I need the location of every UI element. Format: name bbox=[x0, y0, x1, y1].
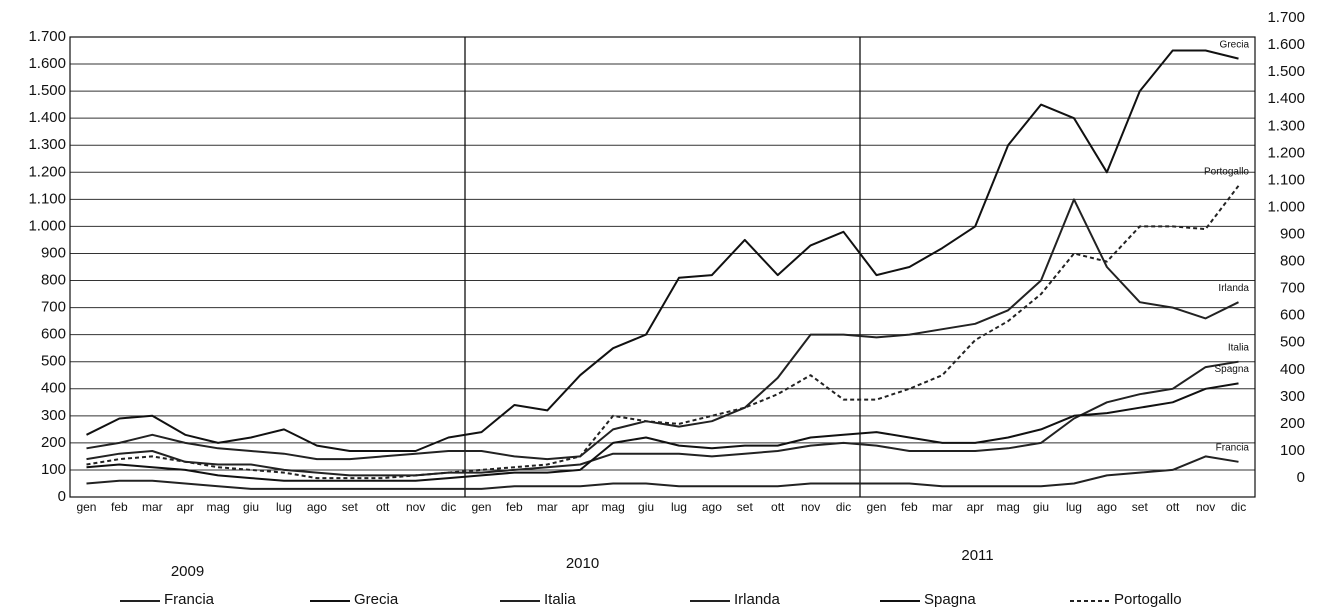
x-tick-label: apr bbox=[177, 500, 194, 514]
y2-tick-label: 1.000 bbox=[1267, 198, 1305, 215]
x-tick-label: ott bbox=[771, 500, 785, 514]
x-tick-label: giu bbox=[638, 500, 654, 514]
x-tick-label: dic bbox=[1231, 500, 1246, 514]
y-tick-label: 1.200 bbox=[28, 163, 66, 180]
y2-tick-label: 200 bbox=[1280, 415, 1305, 432]
series-line bbox=[86, 360, 1239, 477]
x-tick-label: gen bbox=[471, 500, 491, 514]
x-tick-label: set bbox=[1132, 500, 1149, 514]
series-inline-label: Francia bbox=[1216, 442, 1250, 453]
y-tick-label: 500 bbox=[41, 353, 66, 370]
y-tick-label: 100 bbox=[41, 461, 66, 478]
y2-tick-label: 300 bbox=[1280, 388, 1305, 405]
y2-tick-label: 500 bbox=[1280, 334, 1305, 351]
x-tick-label: feb bbox=[901, 500, 918, 514]
x-tick-label: set bbox=[737, 500, 754, 514]
series-line bbox=[86, 382, 1239, 482]
y-tick-label: 1.400 bbox=[28, 109, 66, 126]
y2-tick-label: 1.300 bbox=[1267, 117, 1305, 134]
series-inline-label: Italia bbox=[1228, 342, 1250, 353]
x-tick-label: ott bbox=[1166, 500, 1180, 514]
year-label: 2010 bbox=[566, 555, 599, 572]
x-tick-label: set bbox=[342, 500, 359, 514]
y2-tick-label: 0 bbox=[1297, 469, 1305, 486]
y-tick-label: 200 bbox=[41, 434, 66, 451]
x-tick-label: feb bbox=[506, 500, 523, 514]
series-inline-label: Portogallo bbox=[1204, 166, 1249, 177]
x-tick-label: nov bbox=[801, 500, 820, 514]
x-tick-label: lug bbox=[671, 500, 687, 514]
y2-tick-label: 900 bbox=[1280, 225, 1305, 242]
y2-tick-label: 1.400 bbox=[1267, 90, 1305, 107]
plot-frame bbox=[69, 36, 1256, 498]
y2-tick-label: 1.600 bbox=[1267, 36, 1305, 53]
legend-label: Francia bbox=[164, 591, 215, 608]
legend-label: Irlanda bbox=[734, 591, 781, 608]
y-tick-label: 0 bbox=[58, 488, 66, 505]
series-inline-label: Irlanda bbox=[1218, 283, 1249, 294]
y-tick-label: 800 bbox=[41, 271, 66, 288]
y-tick-label: 900 bbox=[41, 244, 66, 261]
y-tick-label: 700 bbox=[41, 299, 66, 316]
legend-label: Portogallo bbox=[1114, 591, 1182, 608]
series-line bbox=[86, 49, 1239, 452]
x-tick-label: gen bbox=[76, 500, 96, 514]
x-tick-label: mar bbox=[142, 500, 163, 514]
y2-tick-label: 600 bbox=[1280, 307, 1305, 324]
x-tick-label: mar bbox=[537, 500, 558, 514]
legend-label: Spagna bbox=[924, 591, 976, 608]
y2-tick-label: 800 bbox=[1280, 253, 1305, 270]
x-tick-label: lug bbox=[1066, 500, 1082, 514]
y2-tick-label: 1.100 bbox=[1267, 171, 1305, 188]
legend-label: Grecia bbox=[354, 591, 399, 608]
x-tick-label: gen bbox=[866, 500, 886, 514]
x-tick-label: apr bbox=[967, 500, 984, 514]
y-tick-label: 300 bbox=[41, 407, 66, 424]
y2-tick-label: 400 bbox=[1280, 361, 1305, 378]
series-line bbox=[86, 455, 1239, 490]
y2-tick-label: 100 bbox=[1280, 442, 1305, 459]
series-inline-label: Grecia bbox=[1220, 39, 1250, 50]
legend-label: Italia bbox=[544, 591, 576, 608]
x-tick-label: dic bbox=[441, 500, 456, 514]
x-tick-label: nov bbox=[1196, 500, 1215, 514]
x-tick-label: mag bbox=[996, 500, 1019, 514]
year-label: 2011 bbox=[961, 547, 993, 564]
series-line bbox=[86, 198, 1239, 461]
y-tick-label: 1.100 bbox=[28, 190, 66, 207]
x-tick-label: dic bbox=[836, 500, 851, 514]
x-tick-label: nov bbox=[406, 500, 425, 514]
y2-tick-label: 1.500 bbox=[1267, 63, 1305, 80]
x-tick-label: mag bbox=[206, 500, 229, 514]
y-tick-label: 1.000 bbox=[28, 217, 66, 234]
y-tick-label: 1.600 bbox=[28, 55, 66, 72]
x-tick-label: mar bbox=[932, 500, 953, 514]
series-line bbox=[86, 185, 1240, 480]
y-tick-label: 1.500 bbox=[28, 82, 66, 99]
x-tick-label: giu bbox=[243, 500, 259, 514]
x-tick-label: mag bbox=[601, 500, 624, 514]
y-tick-label: 400 bbox=[41, 380, 66, 397]
x-tick-label: ago bbox=[1097, 500, 1117, 514]
series-inline-label: Spagna bbox=[1215, 364, 1250, 375]
y-tick-label: 600 bbox=[41, 326, 66, 343]
x-tick-label: ago bbox=[307, 500, 327, 514]
y-tick-label: 1.700 bbox=[28, 28, 66, 45]
year-label: 2009 bbox=[171, 563, 204, 580]
x-tick-label: ago bbox=[702, 500, 722, 514]
x-tick-label: apr bbox=[572, 500, 589, 514]
y2-tick-label: 700 bbox=[1280, 280, 1305, 297]
y-tick-label: 1.300 bbox=[28, 136, 66, 153]
x-tick-label: ott bbox=[376, 500, 390, 514]
y2-tick-label: 1.200 bbox=[1267, 144, 1305, 161]
x-tick-label: feb bbox=[111, 500, 128, 514]
x-tick-label: lug bbox=[276, 500, 292, 514]
y2-tick-label: 1.700 bbox=[1267, 9, 1305, 26]
x-tick-label: giu bbox=[1033, 500, 1049, 514]
